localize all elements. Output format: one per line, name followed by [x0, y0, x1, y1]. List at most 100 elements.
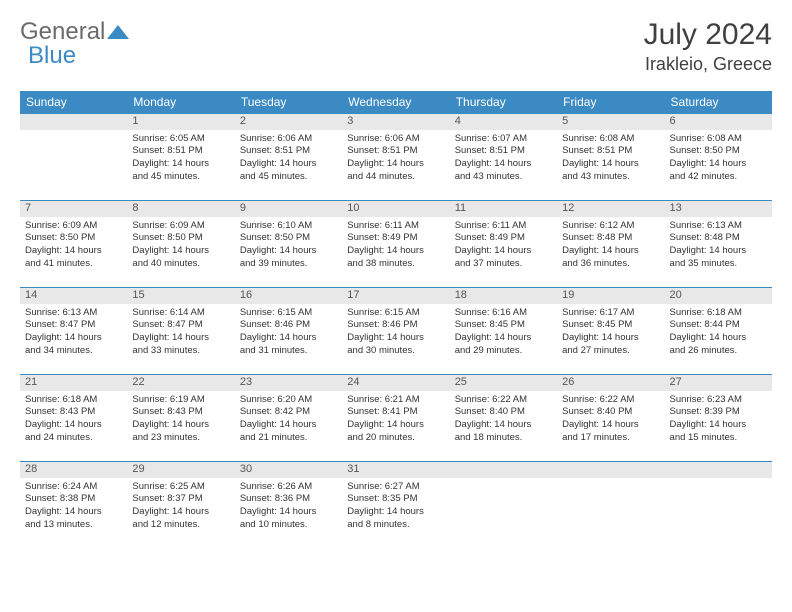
- day-info-line: Daylight: 14 hours: [562, 332, 659, 345]
- day-number-cell: 6: [665, 114, 772, 130]
- day-content-cell: Sunrise: 6:17 AMSunset: 8:45 PMDaylight:…: [557, 304, 664, 375]
- day-info-line: and 21 minutes.: [240, 432, 337, 445]
- month-title: July 2024: [644, 18, 772, 52]
- day-content-row: Sunrise: 6:13 AMSunset: 8:47 PMDaylight:…: [20, 304, 772, 375]
- day-content-row: Sunrise: 6:24 AMSunset: 8:38 PM Daylight:…: [20, 478, 772, 549]
- day-info-line: Sunset: 8:41 PM: [347, 406, 444, 419]
- day-number-row: 21222324252627: [20, 375, 772, 391]
- day-info-line: Sunset: 8:36 PM: [240, 493, 337, 506]
- day-info-line: Sunset: 8:48 PM: [562, 232, 659, 245]
- day-info-line: Sunset: 8:38 PM: [25, 493, 122, 506]
- day-info-line: Sunset: 8:42 PM: [240, 406, 337, 419]
- day-info-line: Daylight: 14 hours: [347, 506, 444, 519]
- day-content-cell: Sunrise: 6:13 AMSunset: 8:48 PMDaylight:…: [665, 217, 772, 288]
- weekday-row: Sunday Monday Tuesday Wednesday Thursday…: [20, 91, 772, 114]
- day-content-cell: Sunrise: 6:15 AMSunset: 8:46 PMDaylight:…: [342, 304, 449, 375]
- day-info-line: and 13 minutes.: [25, 519, 122, 532]
- day-number-cell: 24: [342, 375, 449, 391]
- day-content-cell: Sunrise: 6:22 AMSunset: 8:40 PMDaylight:…: [557, 391, 664, 462]
- day-number-cell: 23: [235, 375, 342, 391]
- weekday-header: Saturday: [665, 91, 772, 114]
- day-info-line: Sunset: 8:45 PM: [455, 319, 552, 332]
- day-info-line: Sunrise: 6:11 AM: [455, 220, 552, 233]
- day-info-line: and 45 minutes.: [132, 171, 229, 184]
- day-number-row: 78910111213: [20, 201, 772, 217]
- day-info-line: Sunrise: 6:22 AM: [455, 394, 552, 407]
- day-content-cell: Sunrise: 6:15 AMSunset: 8:46 PMDaylight:…: [235, 304, 342, 375]
- day-number-row: 28293031: [20, 462, 772, 478]
- day-number-cell: 31: [342, 462, 449, 478]
- day-number-cell: 20: [665, 288, 772, 304]
- weekday-header: Sunday: [20, 91, 127, 114]
- day-content-cell: Sunrise: 6:11 AMSunset: 8:49 PMDaylight:…: [450, 217, 557, 288]
- day-number-cell: 25: [450, 375, 557, 391]
- day-info-line: and 30 minutes.: [347, 345, 444, 358]
- day-info-line: Sunrise: 6:18 AM: [25, 394, 122, 407]
- day-content-cell: Sunrise: 6:07 AMSunset: 8:51 PMDaylight:…: [450, 130, 557, 201]
- day-content-row: Sunrise: 6:18 AMSunset: 8:43 PMDaylight:…: [20, 391, 772, 462]
- day-info-line: and 26 minutes.: [670, 345, 767, 358]
- day-content-cell: Sunrise: 6:06 AMSunset: 8:51 PMDaylight:…: [235, 130, 342, 201]
- day-info-line: and 17 minutes.: [562, 432, 659, 445]
- day-info-line: Sunrise: 6:13 AM: [670, 220, 767, 233]
- day-info-line: and 27 minutes.: [562, 345, 659, 358]
- day-info-line: Daylight: 14 hours: [132, 158, 229, 171]
- day-content-cell: Sunrise: 6:09 AMSunset: 8:50 PMDaylight:…: [20, 217, 127, 288]
- day-info-line: Sunrise: 6:05 AM: [132, 133, 229, 146]
- day-info-line: and 42 minutes.: [670, 171, 767, 184]
- day-info-line: and 43 minutes.: [455, 171, 552, 184]
- day-info-line: Daylight: 14 hours: [240, 332, 337, 345]
- day-info-line: Sunrise: 6:22 AM: [562, 394, 659, 407]
- day-info-line: and 15 minutes.: [670, 432, 767, 445]
- day-number-cell: 26: [557, 375, 664, 391]
- day-info-line: Sunrise: 6:24 AM: [25, 481, 122, 494]
- day-info-line: Daylight: 14 hours: [347, 332, 444, 345]
- day-info-line: and 45 minutes.: [240, 171, 337, 184]
- day-number-cell: 30: [235, 462, 342, 478]
- day-content-cell: Sunrise: 6:13 AMSunset: 8:47 PMDaylight:…: [20, 304, 127, 375]
- weekday-header: Tuesday: [235, 91, 342, 114]
- day-info-line: Daylight: 14 hours: [670, 245, 767, 258]
- weekday-header: Wednesday: [342, 91, 449, 114]
- day-info-line: Sunrise: 6:27 AM: [347, 481, 444, 494]
- day-info-line: Sunset: 8:35 PM: [347, 493, 444, 506]
- day-info-line: Sunrise: 6:16 AM: [455, 307, 552, 320]
- day-number-cell: 4: [450, 114, 557, 130]
- day-info-line: Daylight: 14 hours: [25, 332, 122, 345]
- day-info-line: Sunset: 8:37 PM: [132, 493, 229, 506]
- day-info-line: and 20 minutes.: [347, 432, 444, 445]
- day-content-cell: [450, 478, 557, 549]
- day-content-cell: Sunrise: 6:21 AMSunset: 8:41 PMDaylight:…: [342, 391, 449, 462]
- day-info-line: Daylight: 14 hours: [132, 419, 229, 432]
- day-info-line: Sunrise: 6:09 AM: [25, 220, 122, 233]
- day-info-line: Sunrise: 6:14 AM: [132, 307, 229, 320]
- day-number-cell: 13: [665, 201, 772, 217]
- day-info-line: Sunrise: 6:15 AM: [240, 307, 337, 320]
- day-info-line: Sunrise: 6:20 AM: [240, 394, 337, 407]
- day-info-line: Daylight: 14 hours: [670, 158, 767, 171]
- day-number-cell: 18: [450, 288, 557, 304]
- day-info-line: Sunrise: 6:08 AM: [562, 133, 659, 146]
- day-info-line: Sunrise: 6:11 AM: [347, 220, 444, 233]
- day-info-line: Daylight: 14 hours: [562, 245, 659, 258]
- day-info-line: Daylight: 14 hours: [347, 158, 444, 171]
- day-number-cell: [20, 114, 127, 130]
- day-content-cell: Sunrise: 6:19 AMSunset: 8:43 PMDaylight:…: [127, 391, 234, 462]
- day-info-line: Daylight: 14 hours: [132, 245, 229, 258]
- day-info-line: and 24 minutes.: [25, 432, 122, 445]
- day-info-line: Sunset: 8:51 PM: [347, 145, 444, 158]
- day-number-cell: 3: [342, 114, 449, 130]
- day-info-line: Sunset: 8:51 PM: [240, 145, 337, 158]
- day-content-cell: Sunrise: 6:24 AMSunset: 8:38 PMDaylight:…: [20, 478, 127, 549]
- day-number-cell: 10: [342, 201, 449, 217]
- day-content-row: Sunrise: 6:09 AMSunset: 8:50 PMDaylight:…: [20, 217, 772, 288]
- day-content-cell: Sunrise: 6:26 AMSunset: 8:36 PMDaylight:…: [235, 478, 342, 549]
- day-info-line: Daylight: 14 hours: [25, 419, 122, 432]
- day-number-cell: 16: [235, 288, 342, 304]
- day-content-cell: Sunrise: 6:11 AMSunset: 8:49 PMDaylight:…: [342, 217, 449, 288]
- day-info-line: and 12 minutes.: [132, 519, 229, 532]
- day-content-cell: Sunrise: 6:16 AMSunset: 8:45 PMDaylight:…: [450, 304, 557, 375]
- page-header: General July 2024 Irakleio, Greece: [20, 18, 772, 75]
- day-info-line: Sunrise: 6:08 AM: [670, 133, 767, 146]
- location-label: Irakleio, Greece: [644, 54, 772, 75]
